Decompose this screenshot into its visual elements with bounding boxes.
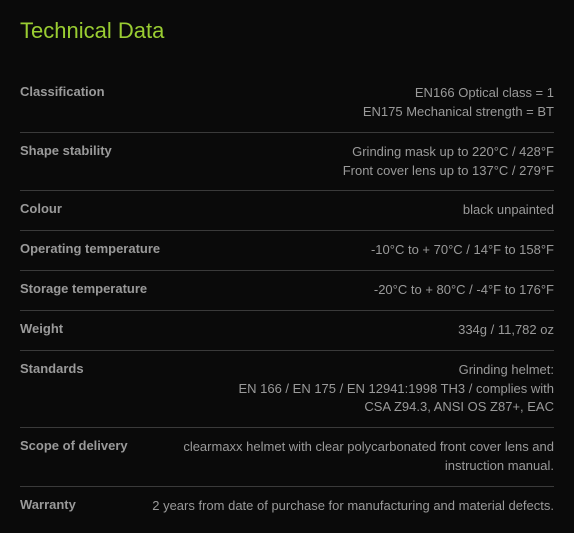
table-row: Weight 334g / 11,782 oz bbox=[20, 311, 554, 351]
spec-label: Shape stability bbox=[20, 143, 112, 158]
spec-label: Scope of delivery bbox=[20, 438, 128, 453]
table-row: Operating temperature -10°C to + 70°C / … bbox=[20, 231, 554, 271]
spec-value: clearmaxx helmet with clear polycarbonat… bbox=[144, 438, 554, 476]
spec-table: Classification EN166 Optical class = 1EN… bbox=[20, 74, 554, 526]
table-row: Classification EN166 Optical class = 1EN… bbox=[20, 74, 554, 133]
spec-value: Grinding helmet:EN 166 / EN 175 / EN 129… bbox=[100, 361, 554, 418]
spec-label: Standards bbox=[20, 361, 84, 376]
spec-value: -10°C to + 70°C / 14°F to 158°F bbox=[176, 241, 554, 260]
table-row: Colour black unpainted bbox=[20, 191, 554, 231]
spec-label: Colour bbox=[20, 201, 62, 216]
spec-value: 2 years from date of purchase for manufa… bbox=[92, 497, 554, 516]
spec-value: Grinding mask up to 220°C / 428°FFront c… bbox=[128, 143, 554, 181]
spec-value: EN166 Optical class = 1EN175 Mechanical … bbox=[121, 84, 554, 122]
spec-label: Warranty bbox=[20, 497, 76, 512]
spec-label: Storage temperature bbox=[20, 281, 147, 296]
table-row: Scope of delivery clearmaxx helmet with … bbox=[20, 428, 554, 487]
table-row: Storage temperature -20°C to + 80°C / -4… bbox=[20, 271, 554, 311]
spec-label: Operating temperature bbox=[20, 241, 160, 256]
section-title: Technical Data bbox=[20, 18, 554, 44]
spec-label: Classification bbox=[20, 84, 105, 99]
spec-label: Weight bbox=[20, 321, 63, 336]
spec-value: -20°C to + 80°C / -4°F to 176°F bbox=[163, 281, 554, 300]
spec-value: black unpainted bbox=[78, 201, 554, 220]
table-row: Standards Grinding helmet:EN 166 / EN 17… bbox=[20, 351, 554, 429]
table-row: Shape stability Grinding mask up to 220°… bbox=[20, 133, 554, 192]
spec-value: 334g / 11,782 oz bbox=[79, 321, 554, 340]
table-row: Warranty 2 years from date of purchase f… bbox=[20, 487, 554, 526]
